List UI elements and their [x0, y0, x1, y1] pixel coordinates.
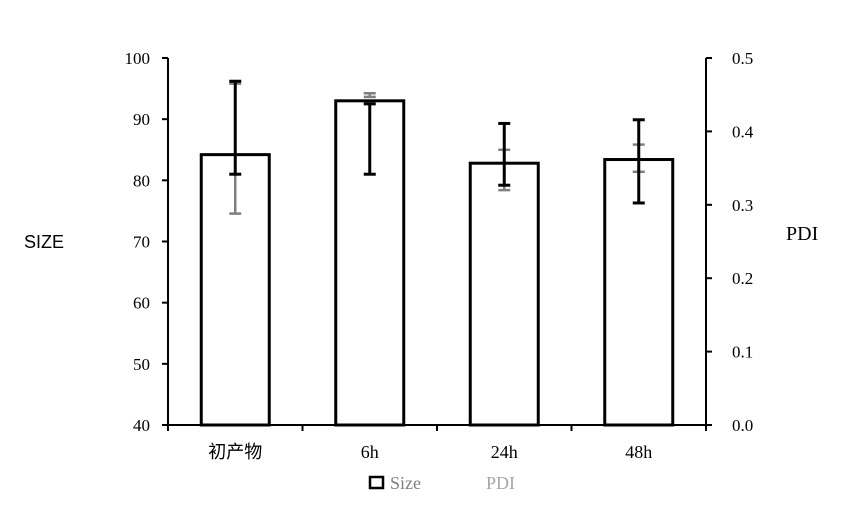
legend-swatch-size — [368, 475, 385, 490]
x-tick-label: 24h — [491, 442, 518, 462]
y-tick-label: 100 — [125, 49, 151, 68]
y2-tick-label: 0.3 — [732, 196, 753, 215]
y-tick-label: 50 — [133, 355, 150, 374]
size-bar — [468, 161, 540, 427]
y2-tick-label: 0.0 — [732, 416, 753, 435]
y2-tick-label: 0.1 — [732, 343, 753, 362]
y2-tick-label: 0.5 — [732, 49, 753, 68]
y2-axis-title: PDI — [786, 223, 818, 245]
bars-layer — [199, 99, 675, 427]
error-bars-layer — [229, 79, 645, 215]
ticks-layer: 40 50 60 70 80 90 100 0.0 0.1 0.2 0.3 0.4 0.5 初产物 6h 24… — [125, 49, 754, 462]
x-tick-label: 6h — [361, 442, 379, 462]
legend-label-pdi: PDI — [486, 473, 515, 493]
y-tick-label: 90 — [133, 110, 150, 129]
y-tick-label: 80 — [133, 171, 150, 190]
legend: Size PDI — [368, 473, 515, 493]
x-tick-label: 48h — [625, 442, 652, 462]
y-tick-label: 60 — [133, 294, 150, 313]
legend-label-size: Size — [390, 473, 421, 493]
x-tick-label: 初产物 — [208, 442, 262, 462]
y2-tick-label: 0.2 — [732, 269, 753, 288]
y-tick-label: 70 — [133, 233, 150, 252]
y-axis-title: SIZE — [24, 232, 64, 252]
y-tick-label: 40 — [133, 416, 150, 435]
y2-tick-label: 0.4 — [732, 122, 754, 141]
